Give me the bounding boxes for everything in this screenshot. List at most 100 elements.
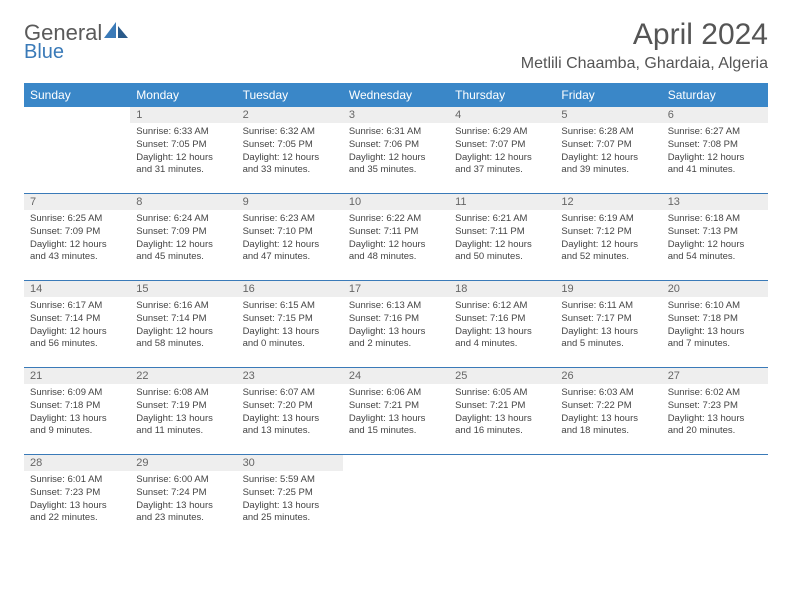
calendar-header-row: SundayMondayTuesdayWednesdayThursdayFrid… [24,83,768,107]
calendar-page: General Blue April 2024 Metlili Chaamba,… [0,0,792,559]
calendar-cell: 19Sunrise: 6:11 AMSunset: 7:17 PMDayligh… [555,281,661,368]
logo-text: General Blue [24,18,130,62]
day-content: Sunrise: 6:12 AMSunset: 7:16 PMDaylight:… [449,297,555,353]
day-number: 7 [24,194,130,210]
day-header: Monday [130,83,236,107]
day-content: Sunrise: 6:18 AMSunset: 7:13 PMDaylight:… [662,210,768,266]
calendar-cell: 4Sunrise: 6:29 AMSunset: 7:07 PMDaylight… [449,107,555,194]
day-content: Sunrise: 6:00 AMSunset: 7:24 PMDaylight:… [130,471,236,527]
day-number: 13 [662,194,768,210]
calendar-cell: 16Sunrise: 6:15 AMSunset: 7:15 PMDayligh… [237,281,343,368]
calendar-week-row: 1Sunrise: 6:33 AMSunset: 7:05 PMDaylight… [24,107,768,194]
calendar-cell: 22Sunrise: 6:08 AMSunset: 7:19 PMDayligh… [130,368,236,455]
calendar-cell: 5Sunrise: 6:28 AMSunset: 7:07 PMDaylight… [555,107,661,194]
day-number: 25 [449,368,555,384]
day-number: 8 [130,194,236,210]
calendar-cell: 29Sunrise: 6:00 AMSunset: 7:24 PMDayligh… [130,455,236,542]
day-number: 30 [237,455,343,471]
day-content: Sunrise: 6:06 AMSunset: 7:21 PMDaylight:… [343,384,449,440]
calendar-cell: 23Sunrise: 6:07 AMSunset: 7:20 PMDayligh… [237,368,343,455]
day-number: 19 [555,281,661,297]
day-content: Sunrise: 5:59 AMSunset: 7:25 PMDaylight:… [237,471,343,527]
day-content: Sunrise: 6:21 AMSunset: 7:11 PMDaylight:… [449,210,555,266]
day-content: Sunrise: 6:23 AMSunset: 7:10 PMDaylight:… [237,210,343,266]
calendar-cell: 24Sunrise: 6:06 AMSunset: 7:21 PMDayligh… [343,368,449,455]
calendar-table: SundayMondayTuesdayWednesdayThursdayFrid… [24,83,768,541]
calendar-cell [343,455,449,542]
day-number: 10 [343,194,449,210]
day-number: 22 [130,368,236,384]
day-header: Thursday [449,83,555,107]
day-content: Sunrise: 6:13 AMSunset: 7:16 PMDaylight:… [343,297,449,353]
calendar-cell: 3Sunrise: 6:31 AMSunset: 7:06 PMDaylight… [343,107,449,194]
day-number: 21 [24,368,130,384]
calendar-cell: 12Sunrise: 6:19 AMSunset: 7:12 PMDayligh… [555,194,661,281]
day-number: 20 [662,281,768,297]
day-number: 2 [237,107,343,123]
day-content: Sunrise: 6:24 AMSunset: 7:09 PMDaylight:… [130,210,236,266]
calendar-cell: 11Sunrise: 6:21 AMSunset: 7:11 PMDayligh… [449,194,555,281]
calendar-week-row: 7Sunrise: 6:25 AMSunset: 7:09 PMDaylight… [24,194,768,281]
day-content: Sunrise: 6:22 AMSunset: 7:11 PMDaylight:… [343,210,449,266]
calendar-cell: 25Sunrise: 6:05 AMSunset: 7:21 PMDayligh… [449,368,555,455]
calendar-cell [662,455,768,542]
day-number: 26 [555,368,661,384]
day-content: Sunrise: 6:19 AMSunset: 7:12 PMDaylight:… [555,210,661,266]
calendar-cell: 15Sunrise: 6:16 AMSunset: 7:14 PMDayligh… [130,281,236,368]
day-content: Sunrise: 6:03 AMSunset: 7:22 PMDaylight:… [555,384,661,440]
calendar-cell: 17Sunrise: 6:13 AMSunset: 7:16 PMDayligh… [343,281,449,368]
day-content: Sunrise: 6:33 AMSunset: 7:05 PMDaylight:… [130,123,236,179]
day-content: Sunrise: 6:10 AMSunset: 7:18 PMDaylight:… [662,297,768,353]
day-number: 18 [449,281,555,297]
day-number: 9 [237,194,343,210]
calendar-cell: 13Sunrise: 6:18 AMSunset: 7:13 PMDayligh… [662,194,768,281]
day-number: 1 [130,107,236,123]
location: Metlili Chaamba, Ghardaia, Algeria [521,55,768,73]
day-number: 28 [24,455,130,471]
calendar-cell: 28Sunrise: 6:01 AMSunset: 7:23 PMDayligh… [24,455,130,542]
calendar-week-row: 28Sunrise: 6:01 AMSunset: 7:23 PMDayligh… [24,455,768,542]
day-content: Sunrise: 6:05 AMSunset: 7:21 PMDaylight:… [449,384,555,440]
calendar-cell: 6Sunrise: 6:27 AMSunset: 7:08 PMDaylight… [662,107,768,194]
day-number: 23 [237,368,343,384]
day-content: Sunrise: 6:15 AMSunset: 7:15 PMDaylight:… [237,297,343,353]
day-number: 24 [343,368,449,384]
day-number: 3 [343,107,449,123]
day-content: Sunrise: 6:29 AMSunset: 7:07 PMDaylight:… [449,123,555,179]
calendar-cell: 20Sunrise: 6:10 AMSunset: 7:18 PMDayligh… [662,281,768,368]
calendar-cell: 18Sunrise: 6:12 AMSunset: 7:16 PMDayligh… [449,281,555,368]
calendar-cell: 7Sunrise: 6:25 AMSunset: 7:09 PMDaylight… [24,194,130,281]
day-header: Sunday [24,83,130,107]
day-content: Sunrise: 6:32 AMSunset: 7:05 PMDaylight:… [237,123,343,179]
day-number: 27 [662,368,768,384]
day-number: 12 [555,194,661,210]
day-header: Tuesday [237,83,343,107]
calendar-cell: 9Sunrise: 6:23 AMSunset: 7:10 PMDaylight… [237,194,343,281]
day-number: 5 [555,107,661,123]
day-number: 11 [449,194,555,210]
title-block: April 2024 Metlili Chaamba, Ghardaia, Al… [521,18,768,73]
calendar-cell: 21Sunrise: 6:09 AMSunset: 7:18 PMDayligh… [24,368,130,455]
calendar-body: 1Sunrise: 6:33 AMSunset: 7:05 PMDaylight… [24,107,768,541]
calendar-cell: 30Sunrise: 5:59 AMSunset: 7:25 PMDayligh… [237,455,343,542]
day-content: Sunrise: 6:16 AMSunset: 7:14 PMDaylight:… [130,297,236,353]
calendar-cell: 14Sunrise: 6:17 AMSunset: 7:14 PMDayligh… [24,281,130,368]
calendar-week-row: 14Sunrise: 6:17 AMSunset: 7:14 PMDayligh… [24,281,768,368]
day-content: Sunrise: 6:31 AMSunset: 7:06 PMDaylight:… [343,123,449,179]
day-header: Wednesday [343,83,449,107]
day-content: Sunrise: 6:07 AMSunset: 7:20 PMDaylight:… [237,384,343,440]
day-content: Sunrise: 6:17 AMSunset: 7:14 PMDaylight:… [24,297,130,353]
calendar-cell: 8Sunrise: 6:24 AMSunset: 7:09 PMDaylight… [130,194,236,281]
calendar-cell: 10Sunrise: 6:22 AMSunset: 7:11 PMDayligh… [343,194,449,281]
day-number: 6 [662,107,768,123]
day-number: 4 [449,107,555,123]
day-header: Friday [555,83,661,107]
logo-sail-icon [104,20,130,40]
day-content: Sunrise: 6:28 AMSunset: 7:07 PMDaylight:… [555,123,661,179]
header: General Blue April 2024 Metlili Chaamba,… [24,18,768,73]
day-content: Sunrise: 6:01 AMSunset: 7:23 PMDaylight:… [24,471,130,527]
day-number: 15 [130,281,236,297]
day-content: Sunrise: 6:11 AMSunset: 7:17 PMDaylight:… [555,297,661,353]
day-content: Sunrise: 6:09 AMSunset: 7:18 PMDaylight:… [24,384,130,440]
day-number: 29 [130,455,236,471]
